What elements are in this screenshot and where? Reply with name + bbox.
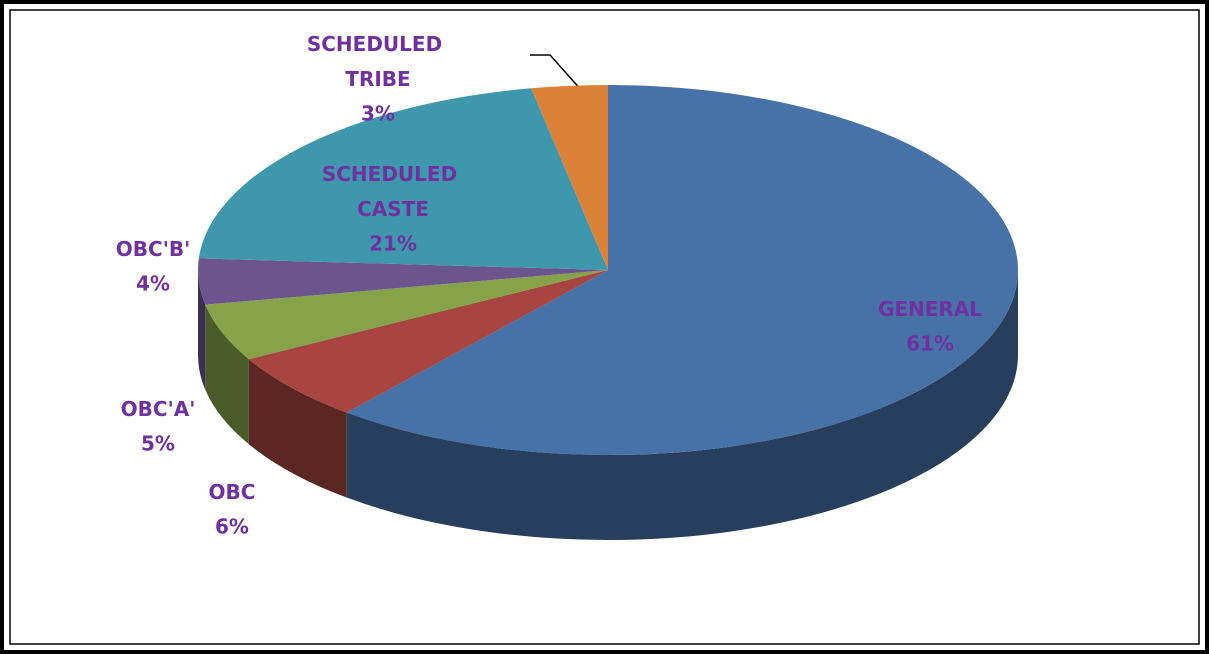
category-label: OBC <box>209 480 256 504</box>
slice-side <box>248 359 347 498</box>
value-label: 3% <box>361 102 395 126</box>
value-label: 5% <box>141 432 175 456</box>
slice <box>248 270 608 413</box>
category-label: GENERAL <box>878 297 982 321</box>
slice <box>205 270 609 360</box>
slice-side <box>346 270 1019 540</box>
category-label: SCHEDULED TRIBE <box>307 32 449 91</box>
value-label: 6% <box>215 515 249 539</box>
slice <box>198 88 609 270</box>
inner-frame <box>9 9 1200 645</box>
value-label: 21% <box>369 232 417 256</box>
slice <box>198 258 608 305</box>
leader-line <box>530 54 584 93</box>
slice-side <box>205 304 249 445</box>
value-label: 4% <box>136 272 170 296</box>
slice <box>531 85 608 270</box>
category-label: OBC'A' <box>121 397 196 421</box>
slice <box>346 85 1019 456</box>
value-label: 61% <box>906 332 954 356</box>
category-label: SCHEDULED CASTE <box>322 162 464 221</box>
category-label: OBC'B' <box>116 237 190 261</box>
slice-side <box>198 270 206 390</box>
